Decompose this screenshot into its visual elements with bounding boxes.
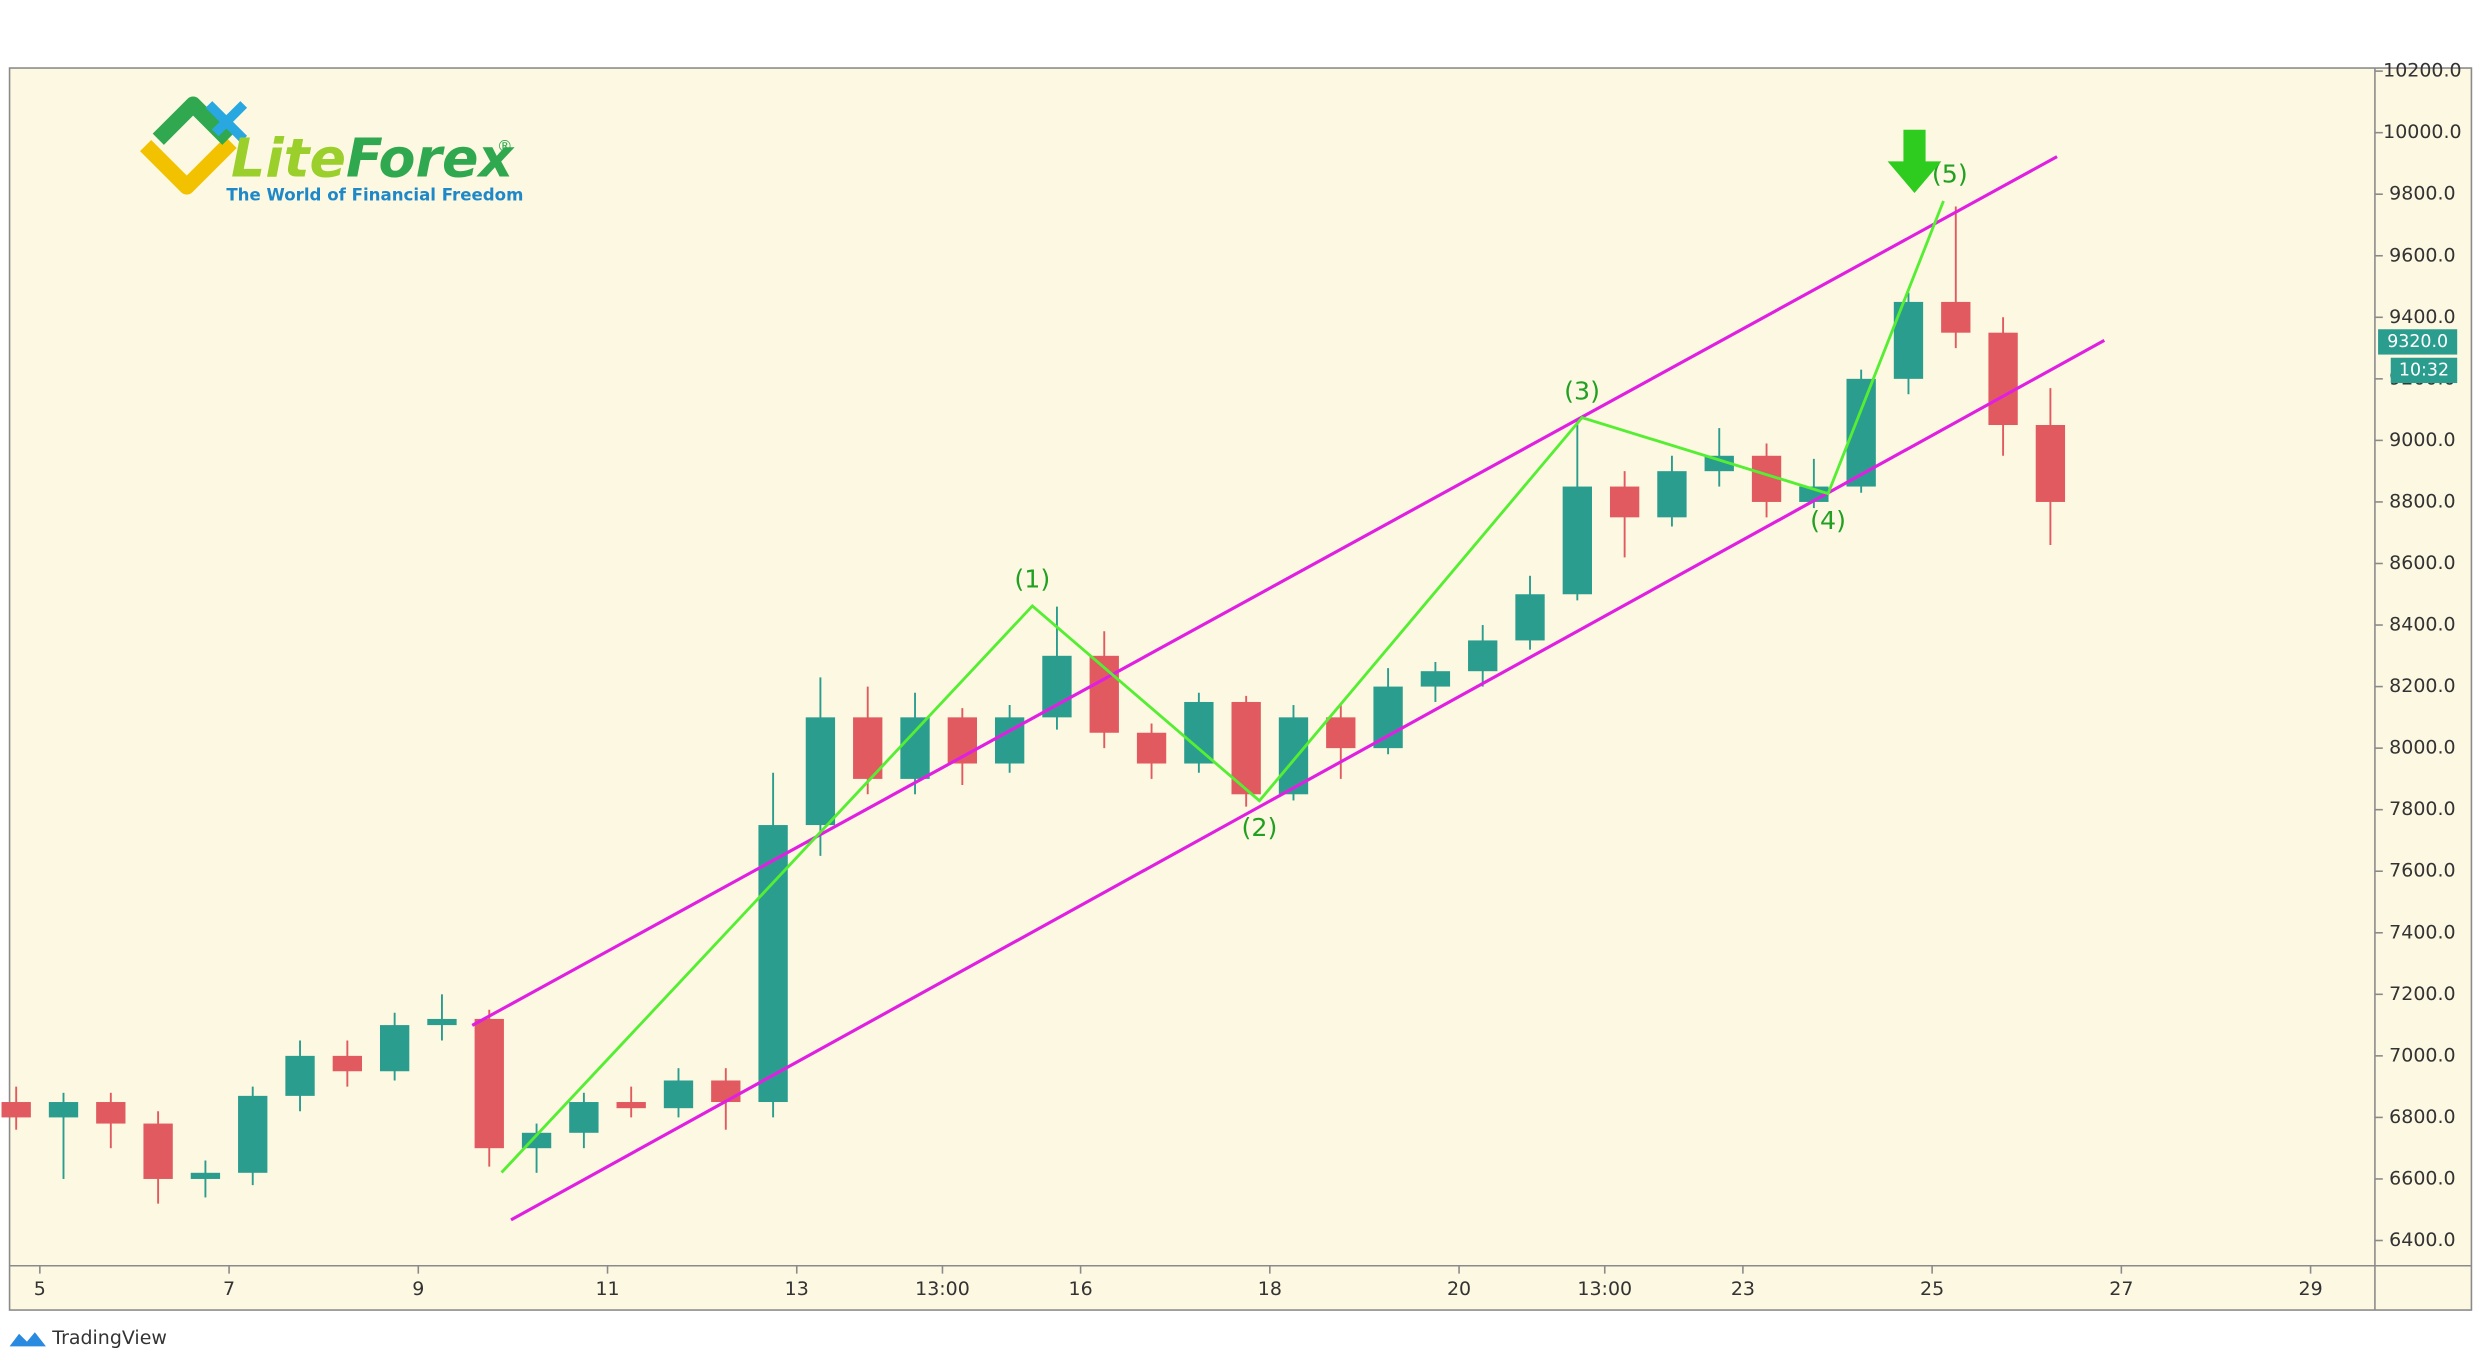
candle-body (238, 1095, 268, 1173)
candle-body (1468, 640, 1498, 672)
candle-body (332, 1055, 363, 1072)
footer-text: TradingView (51, 1327, 167, 1349)
wave-line (500, 200, 1945, 1174)
candle-body (1562, 486, 1592, 595)
x-tick-label: 18 (1258, 1278, 1282, 1300)
y-tick-label: 8600.0 (2389, 552, 2455, 574)
logo-mark-yellow (140, 136, 237, 195)
y-tick-label: 9600.0 (2389, 244, 2455, 266)
y-tick-label: 9000.0 (2389, 429, 2455, 451)
candle-body (1, 1102, 31, 1118)
x-tick-label: 7 (223, 1278, 235, 1300)
logo-mark-blue (205, 101, 248, 143)
y-tick-label: 8800.0 (2389, 490, 2455, 512)
y-tick-label: 7600.0 (2389, 860, 2455, 882)
countdown-label: 10:32 (2399, 360, 2449, 380)
candle-body (663, 1080, 694, 1109)
countdown-box (2390, 357, 2458, 384)
channel-line (471, 155, 2058, 1027)
candle-body (1657, 471, 1687, 518)
y-tick-label: 8400.0 (2389, 614, 2455, 636)
candle-body (1231, 701, 1261, 795)
candle-body (143, 1123, 173, 1179)
y-tick-label: 10000.0 (2383, 121, 2461, 143)
candle-body (1988, 332, 2018, 426)
y-tick-label: 7400.0 (2389, 921, 2455, 943)
logo-name: LiteForex (231, 126, 515, 189)
y-tick-label: 9400.0 (2389, 306, 2455, 328)
candle-body (569, 1102, 599, 1133)
y-tick-label: 6600.0 (2389, 1167, 2455, 1189)
candle-body (1609, 486, 1640, 518)
candle-body (427, 1018, 457, 1026)
y-tick-label: 8000.0 (2389, 737, 2455, 759)
candle-body (1136, 732, 1167, 764)
candle-body (1326, 717, 1356, 749)
candle-body (474, 1018, 504, 1149)
footer-icon (9, 1332, 46, 1347)
candle-body (616, 1102, 646, 1109)
x-tick-label: 23 (1731, 1278, 1755, 1300)
candle-body (2035, 425, 2066, 502)
x-tick-label: 27 (2109, 1278, 2133, 1300)
candle-body (1373, 686, 1403, 749)
footer: TradingView (9, 1327, 167, 1349)
candle-body (379, 1025, 410, 1072)
y-tick-label: 8200.0 (2389, 675, 2455, 697)
candle-body (96, 1102, 126, 1124)
candle-body (1515, 594, 1545, 641)
candle-body (1420, 671, 1451, 687)
y-tick-label: 7200.0 (2389, 983, 2455, 1005)
y-tick-label: 10200.0 (2383, 60, 2461, 82)
y-tick-label: 7000.0 (2389, 1044, 2455, 1066)
x-tick-label: 25 (1920, 1278, 1944, 1300)
wave-label: (3) (1564, 376, 1600, 405)
candle-body (190, 1172, 221, 1179)
x-tick-label: 13 (785, 1278, 809, 1300)
last-price-box (2378, 329, 2458, 355)
candle-body (1042, 655, 1072, 718)
logo-name-part2: Forex (346, 126, 516, 189)
logo: LiteForex ® The World of Financial Freed… (140, 96, 523, 205)
x-tick-label: 29 (2299, 1278, 2323, 1300)
y-tick-label: 6400.0 (2389, 1229, 2455, 1251)
logo-name-part1: Lite (231, 126, 346, 189)
candle-body (711, 1080, 741, 1103)
wave-label: (2) (1241, 813, 1277, 842)
candle-body (853, 717, 883, 779)
plot-area: 6400.0 6600.0 6800.0 7000.0 7200.0 7400.0 7600… (1, 60, 2462, 1300)
channel-line (510, 338, 2106, 1222)
last-price-label: 9320.0 (2387, 332, 2448, 352)
x-tick-label: 16 (1069, 1278, 1093, 1300)
candle-body (1704, 455, 1734, 472)
candle-body (285, 1055, 315, 1096)
x-tick-label: 13:00 (915, 1278, 970, 1300)
x-tick-label: 9 (412, 1278, 424, 1300)
y-tick-label: 9800.0 (2389, 183, 2455, 205)
candle-body (48, 1102, 79, 1118)
x-tick-label: 5 (34, 1278, 46, 1300)
logo-tagline: The World of Financial Freedom (226, 186, 523, 205)
candle-body (1184, 701, 1214, 764)
y-tick-label: 7800.0 (2389, 798, 2455, 820)
chart-frame (8, 67, 2473, 1311)
y-tick-label: 6800.0 (2389, 1106, 2455, 1128)
wave-label: (1) (1014, 565, 1050, 594)
wave-label: (4) (1810, 506, 1846, 535)
candle-body (1941, 301, 1971, 333)
candle-body (805, 717, 836, 826)
sell-arrow (1887, 129, 1942, 194)
x-tick-label: 13:00 (1577, 1278, 1632, 1300)
logo-registered: ® (497, 137, 513, 156)
candle-body (900, 717, 930, 779)
x-tick-label: 20 (1447, 1278, 1471, 1300)
x-tick-label: 11 (595, 1278, 619, 1300)
